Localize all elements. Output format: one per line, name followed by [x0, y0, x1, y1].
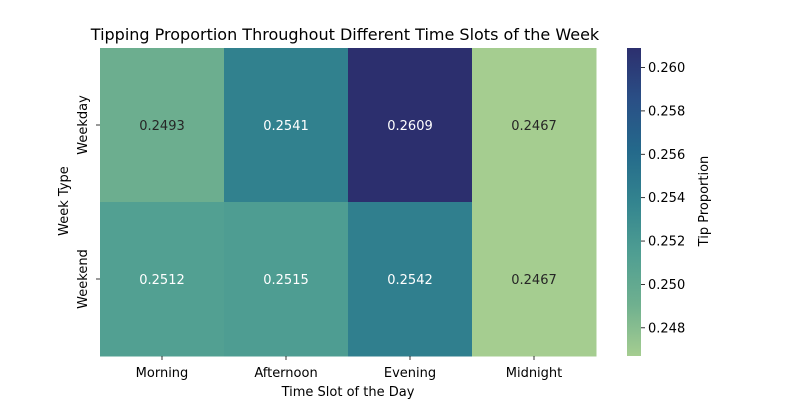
colorbar-tick-label: 0.258 — [648, 104, 685, 119]
cell-value-label: 0.2493 — [139, 119, 185, 134]
x-tick-label: Midnight — [506, 366, 563, 381]
colorbar-tick-label: 0.250 — [648, 278, 685, 293]
chart-title: Tipping Proportion Throughout Different … — [90, 25, 600, 44]
heatmap-cell-weekday-morning — [100, 48, 225, 203]
cell-value-label: 0.2467 — [511, 273, 557, 288]
cell-value-label: 0.2541 — [263, 119, 309, 134]
x-tick-label: Evening — [384, 366, 436, 381]
colorbar: 0.248 0.250 0.252 0.254 0.256 0.258 0.260 — [627, 48, 685, 356]
colorbar-label: Tip Proportion — [697, 156, 712, 248]
cell-value-label: 0.2467 — [511, 119, 557, 134]
heatmap-cell-weekend-midnight — [472, 202, 597, 357]
colorbar-gradient — [627, 48, 641, 356]
colorbar-tick-label: 0.260 — [648, 61, 685, 76]
heatmap-cells — [100, 48, 597, 357]
x-tick-label: Afternoon — [254, 366, 317, 381]
heatmap-cell-weekday-afternoon — [224, 48, 349, 203]
x-axis: Morning Afternoon Evening Midnight — [136, 356, 563, 381]
heatmap-cell-weekday-evening — [348, 48, 473, 203]
x-tick-label: Morning — [136, 366, 189, 381]
heatmap-cell-weekday-midnight — [472, 48, 597, 203]
y-axis-label: Week Type — [57, 166, 72, 236]
heatmap-cell-weekend-afternoon — [224, 202, 349, 357]
cell-value-label: 0.2512 — [139, 273, 185, 288]
y-tick-label: Weekend — [76, 249, 91, 309]
y-tick-label: Weekday — [76, 95, 91, 155]
heatmap-cell-weekend-evening — [348, 202, 473, 357]
colorbar-tick-label: 0.256 — [648, 148, 685, 163]
cell-value-label: 0.2542 — [387, 273, 433, 288]
cell-value-label: 0.2515 — [263, 273, 309, 288]
y-axis: Weekday Weekend — [76, 95, 100, 309]
heatmap-cell-weekend-morning — [100, 202, 225, 357]
colorbar-tick-label: 0.252 — [648, 235, 685, 250]
cell-value-label: 0.2609 — [387, 119, 433, 134]
colorbar-tick-label: 0.254 — [648, 191, 685, 206]
x-axis-label: Time Slot of the Day — [281, 385, 415, 400]
colorbar-tick-label: 0.248 — [648, 321, 685, 336]
cell-value-labels: 0.2493 0.2541 0.2609 0.2467 0.2512 0.2515 0.25… — [139, 119, 557, 288]
